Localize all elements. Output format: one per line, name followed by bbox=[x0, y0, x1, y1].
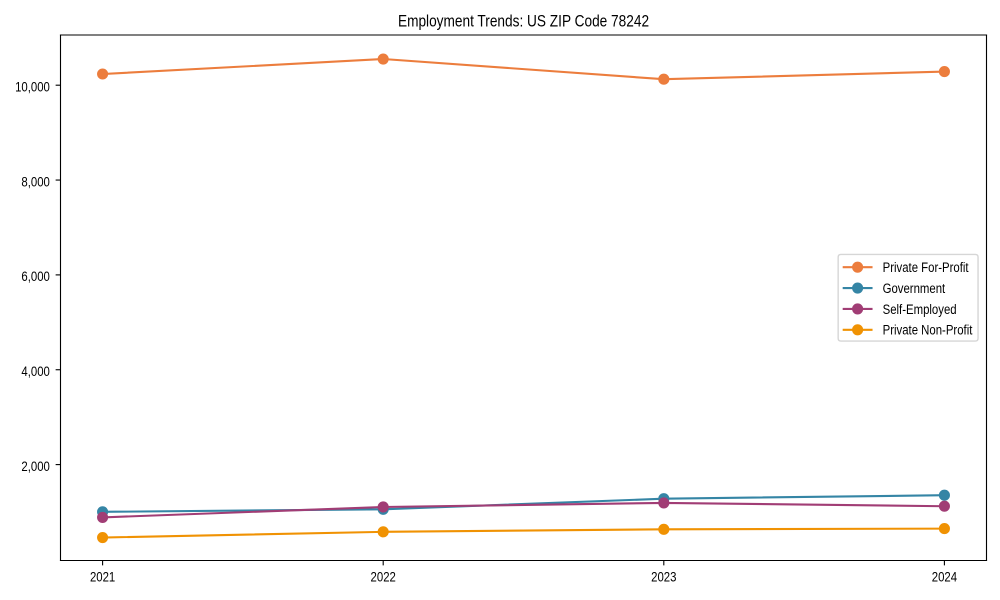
svg-text:Self-Employed: Self-Employed bbox=[883, 302, 957, 317]
svg-text:2023: 2023 bbox=[651, 570, 676, 585]
svg-text:4,000: 4,000 bbox=[21, 364, 49, 379]
svg-text:Government: Government bbox=[883, 281, 946, 296]
svg-text:2024: 2024 bbox=[932, 570, 957, 585]
svg-text:2021: 2021 bbox=[90, 570, 115, 585]
svg-text:Private Non-Profit: Private Non-Profit bbox=[883, 323, 973, 338]
svg-text:Employment Trends: US ZIP Code: Employment Trends: US ZIP Code 78242 bbox=[398, 12, 649, 31]
svg-text:8,000: 8,000 bbox=[21, 174, 49, 189]
svg-text:2,000: 2,000 bbox=[21, 459, 49, 474]
svg-text:2022: 2022 bbox=[371, 570, 396, 585]
svg-text:10,000: 10,000 bbox=[15, 79, 50, 94]
svg-text:6,000: 6,000 bbox=[21, 269, 49, 284]
svg-text:Private For-Profit: Private For-Profit bbox=[883, 260, 969, 275]
